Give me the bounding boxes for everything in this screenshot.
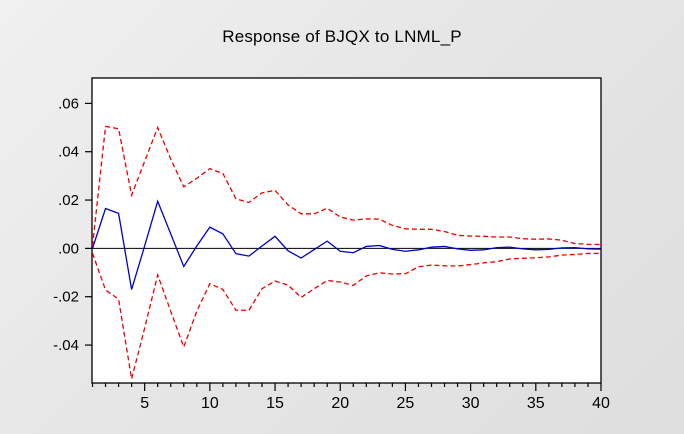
- plot-area-box: [91, 77, 602, 384]
- upper-confidence-band-line: [91, 125, 602, 247]
- y-tick-label: .06: [58, 95, 79, 112]
- x-tick-label: 35: [527, 395, 545, 412]
- impulse-response-line: [91, 199, 602, 290]
- y-tick-label: .02: [58, 192, 79, 209]
- y-tick-label: -.02: [53, 289, 79, 306]
- x-tick-label: 10: [201, 395, 219, 412]
- x-tick-label: 20: [331, 395, 349, 412]
- y-tick-label: -.04: [53, 337, 79, 354]
- y-tick-label: .00: [58, 240, 79, 257]
- x-tick-label: 5: [140, 395, 149, 412]
- x-tick-label: 30: [462, 395, 480, 412]
- chart-title: Response of BJQX to LNML_P: [222, 27, 462, 46]
- x-tick-label: 25: [397, 395, 415, 412]
- lower-confidence-band-line: [91, 252, 601, 380]
- x-tick-label: 40: [592, 395, 610, 412]
- y-tick-label: .04: [58, 144, 79, 161]
- x-tick-label: 15: [266, 395, 284, 412]
